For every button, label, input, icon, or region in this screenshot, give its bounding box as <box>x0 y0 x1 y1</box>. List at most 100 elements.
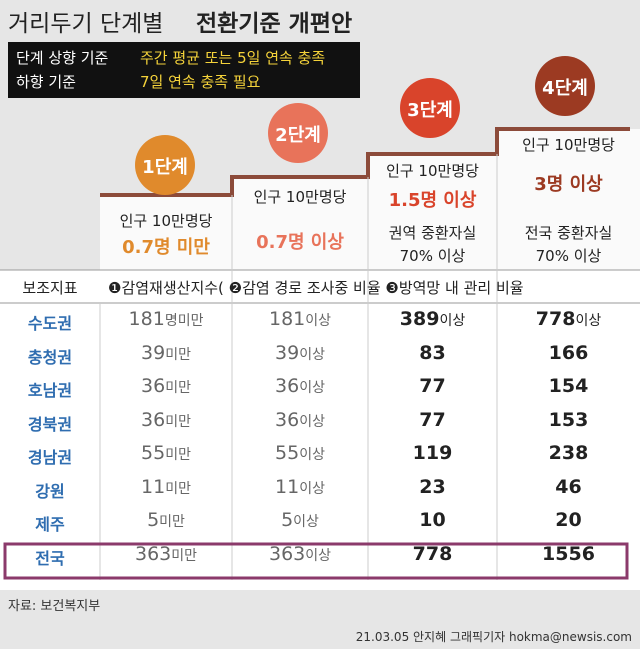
table-cell: 36이상 <box>232 409 368 431</box>
cell-number: 363 <box>268 542 306 565</box>
cell-number: 363 <box>134 542 172 565</box>
table-cell: 363이상 <box>232 543 368 565</box>
cell-number: 36 <box>141 408 166 431</box>
cell-number: 778 <box>535 308 576 330</box>
table-cell: 11미만 <box>100 476 232 498</box>
stage-unit: 인구 10만명당 <box>386 162 479 180</box>
cell-suffix: 이상 <box>305 547 332 564</box>
criteria-text: 주간 평균 또는 5일 연속 충족 <box>140 49 326 67</box>
source: 자료: 보건복지부 <box>8 599 101 614</box>
region-label: 수도권 <box>27 314 73 333</box>
table-cell: 153 <box>497 409 640 431</box>
cell-number: 55 <box>275 442 300 464</box>
cell-suffix: 미만 <box>171 547 198 564</box>
table-cell: 778이상 <box>497 308 640 330</box>
table-cell: 46 <box>497 476 640 498</box>
table-cell: 36미만 <box>100 375 232 397</box>
cell-suffix: 미만 <box>165 413 191 430</box>
stage-badge: 2단계 <box>275 125 321 146</box>
aux-label: 보조지표 <box>22 279 78 297</box>
stage-note: 70% 이상 <box>535 247 602 265</box>
stage-criterion: 3명 이상 <box>534 174 603 195</box>
region-label: 충청권 <box>27 347 73 367</box>
cell-suffix: 미만 <box>159 514 185 530</box>
cell-number: 119 <box>412 442 453 464</box>
cell-suffix: 미만 <box>165 346 191 363</box>
table-cell: 181이상 <box>232 308 368 330</box>
stage-criterion: 1.5명 이상 <box>388 190 477 211</box>
cell-number: 11 <box>141 475 166 498</box>
cell-number: 778 <box>412 542 453 565</box>
stage-unit: 인구 10만명당 <box>522 136 615 154</box>
region-label: 제주 <box>35 515 65 534</box>
table-cell: 11이상 <box>232 476 368 498</box>
region-label: 강원 <box>35 481 65 501</box>
table-cell: 154 <box>497 375 640 397</box>
cell-number: 36 <box>275 375 300 397</box>
cell-suffix: 이상 <box>439 313 466 329</box>
table-cell: 39미만 <box>100 342 232 364</box>
criteria-text: 7일 연속 충족 필요 <box>140 73 261 91</box>
cell-suffix: 미만 <box>165 380 191 396</box>
cell-number: 181 <box>268 308 306 330</box>
criteria-label: 하향 기준 <box>16 73 76 91</box>
stage-criterion: 0.7명 미만 <box>122 237 210 258</box>
table-cell: 83 <box>368 342 497 364</box>
stage-note: 전국 중환자실 <box>524 224 613 242</box>
stage-unit: 인구 10만명당 <box>119 212 213 230</box>
cell-suffix: 이상 <box>299 447 325 463</box>
cell-number: 23 <box>419 475 446 498</box>
stage-unit: 인구 10만명당 <box>253 188 347 206</box>
table-cell: 20 <box>497 509 640 531</box>
region-label: 전국 <box>35 548 65 568</box>
table-cell: 39이상 <box>232 342 368 364</box>
stage-note: 70% 이상 <box>399 247 466 265</box>
title-bold: 전환기준 개편안 <box>196 11 353 37</box>
stage-criterion: 0.7명 이상 <box>256 232 344 253</box>
table-cell: 23 <box>368 476 497 498</box>
cell-number: 181 <box>128 308 165 330</box>
table-cell: 1556 <box>497 543 640 565</box>
cell-number: 389 <box>399 308 440 330</box>
table-cell: 36이상 <box>232 375 368 397</box>
table-cell: 778 <box>368 543 497 565</box>
table-cell: 5이상 <box>232 509 368 531</box>
cell-number: 77 <box>419 408 446 431</box>
cell-suffix: 이상 <box>575 313 602 329</box>
cell-number: 166 <box>548 341 589 364</box>
cell-suffix: 미만 <box>165 480 191 497</box>
region-label: 경북권 <box>27 414 73 434</box>
cell-suffix: 이상 <box>293 514 319 530</box>
table-cell: 181명미만 <box>100 308 232 330</box>
cell-number: 36 <box>275 408 300 431</box>
cell-number: 5 <box>147 509 160 531</box>
stage-note: 권역 중환자실 <box>388 224 477 242</box>
cell-number: 1556 <box>542 542 595 565</box>
credit: 21.03.05 안지혜 그래픽기자 hokma@newsis.com <box>355 630 632 644</box>
cell-number: 154 <box>548 375 589 397</box>
table-cell: 166 <box>497 342 640 364</box>
cell-number: 55 <box>141 442 166 464</box>
table-cell: 55이상 <box>232 442 368 464</box>
table-cell: 238 <box>497 442 640 464</box>
cell-number: 77 <box>419 375 446 397</box>
table-cell: 5미만 <box>100 509 232 531</box>
cell-suffix: 미만 <box>165 447 191 463</box>
cell-suffix: 이상 <box>299 480 325 497</box>
cell-suffix: 이상 <box>305 313 332 329</box>
cell-number: 20 <box>555 509 582 531</box>
cell-number: 10 <box>419 509 446 531</box>
stage-badge: 1단계 <box>142 157 188 178</box>
table-cell: 55미만 <box>100 442 232 464</box>
stage-badge: 4단계 <box>542 78 588 99</box>
table-cell: 36미만 <box>100 409 232 431</box>
region-label: 경남권 <box>27 448 73 467</box>
cell-number: 238 <box>548 442 589 464</box>
cell-suffix: 이상 <box>299 380 325 396</box>
cell-number: 11 <box>275 475 300 498</box>
cell-number: 36 <box>141 375 166 397</box>
criteria-label: 단계 상향 기준 <box>16 49 109 67</box>
table-cell: 77 <box>368 409 497 431</box>
